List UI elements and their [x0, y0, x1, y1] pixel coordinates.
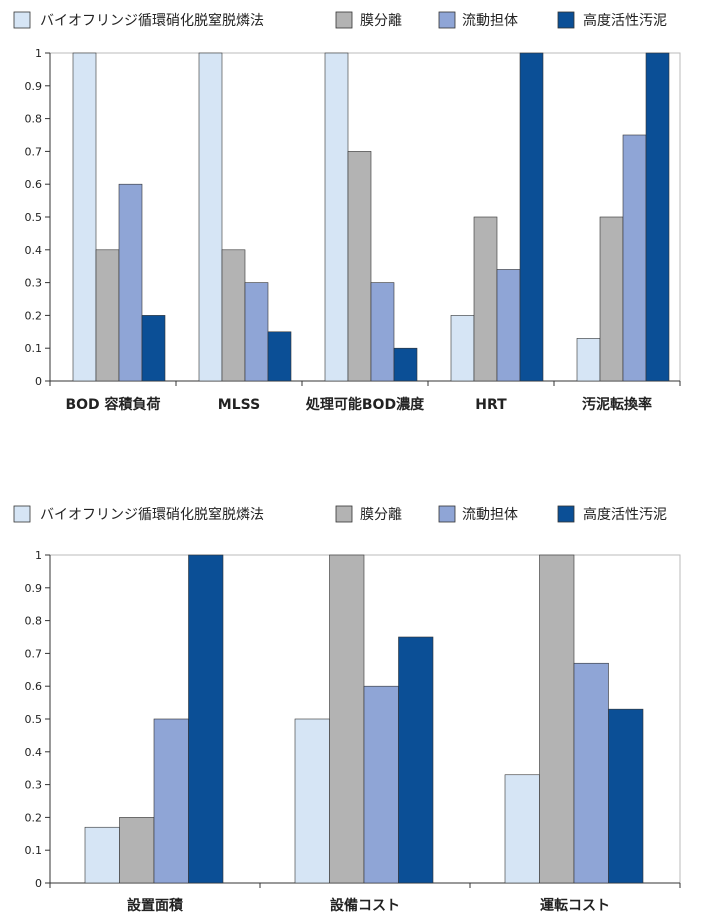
chart1-legend-label: 膜分離: [360, 12, 402, 29]
chart1-category-label: MLSS: [218, 397, 260, 413]
chart1-bar: [198, 52, 223, 382]
chart2-y-tick-label: 0.5: [25, 713, 43, 726]
chart2-bar: [573, 662, 609, 884]
chart1-bar: [496, 269, 521, 382]
chart1-y-tick-label: 0.9: [25, 80, 43, 93]
chart1-y-tick-label: 0.4: [25, 244, 43, 257]
chart1-y-tick-label: 0.3: [25, 277, 43, 290]
chart1-legend-swatch: [557, 11, 575, 29]
chart2-y-tick-label: 0.1: [25, 844, 43, 857]
chart1-y-tick-label: 0.6: [25, 178, 43, 191]
chart2-legend-swatch: [335, 505, 353, 523]
chart1-legend-item: 流動担体: [438, 11, 518, 29]
chart2-legend: バイオフリンジ循環硝化脱窒脱燐法 膜分離 流動担体 高度活性汚泥: [13, 505, 667, 523]
chart1-legend-label: 流動担体: [462, 13, 518, 29]
chart2-bar: [153, 718, 189, 884]
chart1-bar: [72, 52, 97, 382]
chart2-y-tick-label: 0.4: [25, 746, 43, 759]
chart2-category-label: 運転コスト: [540, 897, 610, 914]
chart2-bars: [84, 554, 644, 884]
chart2-legend-swatch: [557, 505, 575, 523]
chart2-bar: [329, 554, 365, 884]
chart2-bar: [539, 554, 575, 884]
chart1-bar: [141, 315, 166, 382]
chart1-bars: [72, 52, 670, 382]
chart1-legend-swatch: [438, 11, 456, 29]
chart2-legend-item: 膜分離: [335, 505, 402, 523]
chart1-bar: [622, 134, 647, 382]
chart2-legend-label: 膜分離: [360, 506, 402, 523]
chart2-bar: [608, 708, 644, 884]
chart1-bar: [473, 216, 498, 382]
chart2-bar: [84, 826, 120, 884]
chart2-bar: [188, 554, 224, 884]
chart1-bar: [450, 315, 475, 382]
chart2-category-label: 設備コスト: [330, 897, 400, 914]
chart1-category-label: BOD 容積負荷: [65, 396, 160, 413]
chart1-bar: [118, 183, 143, 382]
chart1-bar: [599, 216, 624, 382]
chart2-y-tick-label: 0.6: [25, 680, 43, 693]
chart1-bar: [576, 338, 601, 382]
chart2-legend-label: 高度活性汚泥: [583, 506, 667, 523]
chart1-legend-label: 高度活性汚泥: [583, 12, 667, 29]
chart2-legend-item: 高度活性汚泥: [557, 505, 667, 523]
chart1-legend-swatch: [335, 11, 353, 29]
chart1-y-tick-label: 0.2: [25, 309, 43, 322]
chart2-legend-swatch: [13, 505, 31, 523]
chart1-legend-item: 高度活性汚泥: [557, 11, 667, 29]
chart1-bar: [267, 331, 292, 382]
chart1-y-tick-label: 0.7: [25, 145, 43, 158]
chart1-bar: [244, 282, 269, 382]
chart1-category-label: 汚泥転換率: [582, 396, 652, 413]
chart1-legend-item: バイオフリンジ循環硝化脱窒脱燐法: [13, 11, 264, 29]
chart2-legend-item: 流動担体: [438, 505, 518, 523]
chart2-y-tick-label: 1: [35, 549, 42, 562]
chart1-y-tick-label: 0.5: [25, 211, 43, 224]
chart2-y-tick-label: 0.8: [25, 615, 43, 628]
chart2-legend-label: バイオフリンジ循環硝化脱窒脱燐法: [40, 506, 264, 523]
chart1-y-tick-label: 1: [35, 47, 42, 60]
chart2-bar: [398, 636, 434, 884]
chart1-bar: [393, 347, 418, 382]
chart1-legend-label: バイオフリンジ循環硝化脱窒脱燐法: [40, 12, 264, 29]
chart2-y-tick-label: 0.7: [25, 647, 43, 660]
chart1-y-tick-label: 0.1: [25, 342, 43, 355]
chart1-category-label: HRT: [475, 397, 507, 413]
chart1-bar: [347, 151, 372, 382]
chart1-legend-item: 膜分離: [335, 11, 402, 29]
chart2-bar: [294, 718, 330, 884]
chart2-legend-swatch: [438, 505, 456, 523]
chart1-legend-swatch: [13, 11, 31, 29]
chart1-legend: バイオフリンジ循環硝化脱窒脱燐法 膜分離 流動担体 高度活性汚泥: [13, 11, 667, 29]
chart-1: バイオフリンジ循環硝化脱窒脱燐法 膜分離 流動担体 高度活性汚泥 0 0.1 0.2 0.3 0…: [13, 11, 681, 413]
chart2-y-tick-label: 0.3: [25, 779, 43, 792]
chart1-bar: [370, 282, 395, 382]
chart2-category-label: 設置面積: [127, 897, 184, 914]
chart1-bar: [519, 52, 544, 382]
chart2-y-tick-label: 0.2: [25, 811, 43, 824]
chart1-bar: [95, 249, 120, 382]
chart2-y-tick-label: 0: [35, 877, 42, 890]
chart2-bar: [119, 817, 155, 884]
chart1-y-tick-label: 0: [35, 375, 42, 388]
chart2-y-tick-label: 0.9: [25, 582, 43, 595]
chart2-legend-item: バイオフリンジ循環硝化脱窒脱燐法: [13, 505, 264, 523]
chart1-bar: [324, 52, 349, 382]
chart1-y-tick-label: 0.8: [25, 113, 43, 126]
chart2-bar: [504, 774, 540, 884]
chart2-bar: [363, 685, 399, 884]
chart1-category-label: 処理可能BOD濃度: [305, 396, 425, 413]
chart-2: バイオフリンジ循環硝化脱窒脱燐法 膜分離 流動担体 高度活性汚泥 0 0.1 0.2 0.3 0…: [13, 505, 681, 914]
chart1-bar: [645, 52, 670, 382]
chart1-bar: [221, 249, 246, 382]
chart2-legend-label: 流動担体: [462, 507, 518, 523]
